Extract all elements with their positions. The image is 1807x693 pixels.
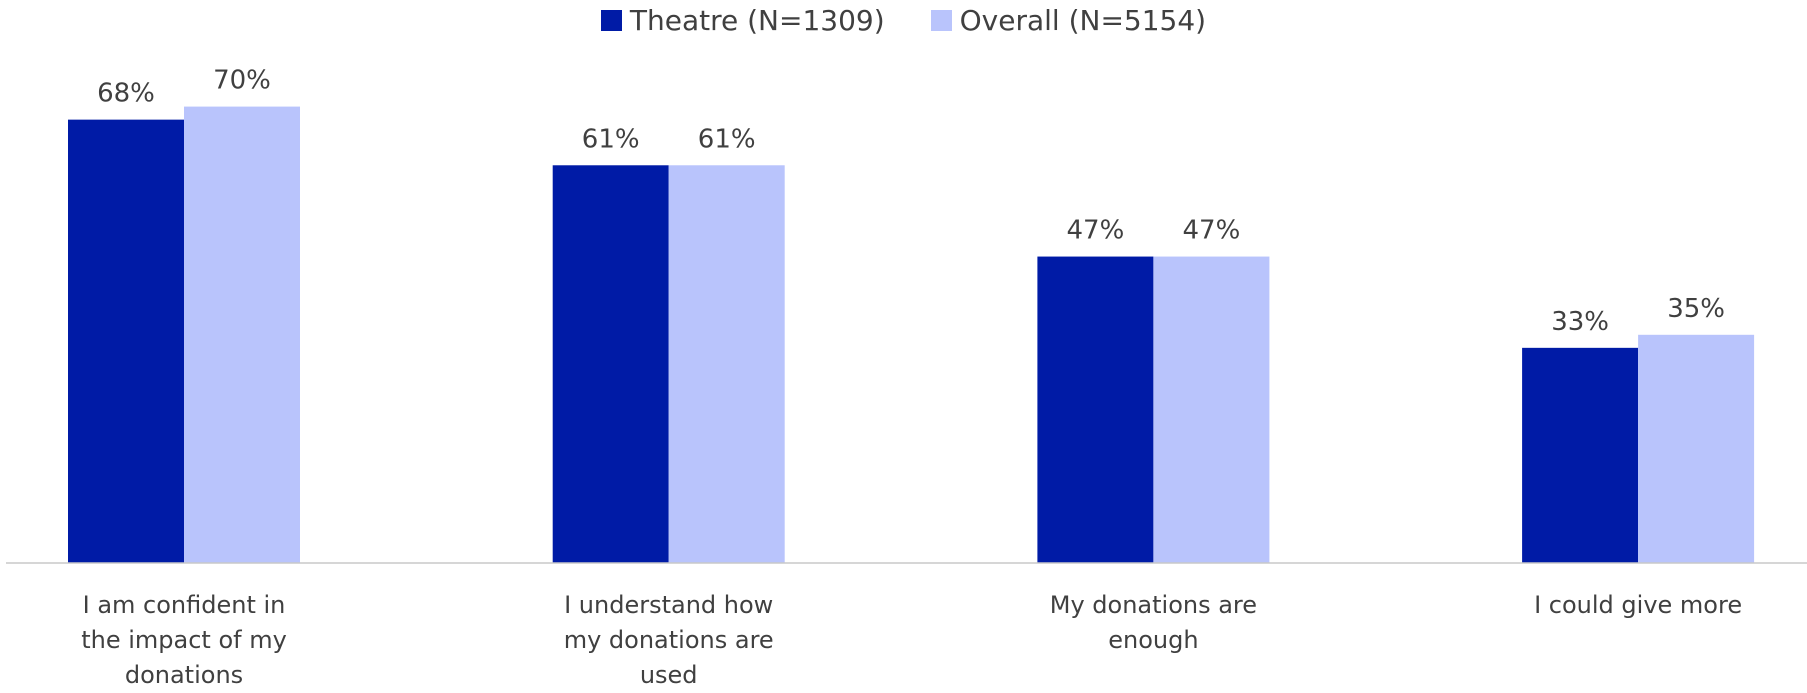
- legend-swatch: [930, 10, 952, 31]
- value-label: 33%: [1551, 307, 1609, 337]
- value-label: 70%: [213, 66, 271, 96]
- bar: [1522, 347, 1639, 563]
- value-label: 47%: [1067, 216, 1125, 246]
- value-label: 61%: [582, 124, 640, 154]
- legend-swatch: [600, 10, 622, 31]
- legend-item: Overall (N=5154): [930, 4, 1207, 37]
- value-label: 47%: [1183, 216, 1241, 246]
- bar: [184, 106, 300, 563]
- legend-label: Theatre (N=1309): [629, 4, 885, 37]
- bar: [1153, 256, 1270, 563]
- value-label: 61%: [698, 124, 756, 154]
- x-tick-label: I am confident in the impact of my donat…: [81, 591, 287, 689]
- value-label: 68%: [97, 79, 155, 109]
- legend-label: Overall (N=5154): [959, 4, 1207, 37]
- bar: [552, 165, 669, 563]
- bar: [68, 119, 184, 563]
- bar: [668, 165, 785, 563]
- bar: [1638, 334, 1755, 563]
- legend: Theatre (N=1309) Overall (N=5154): [0, 4, 1807, 37]
- legend-item: Theatre (N=1309): [600, 4, 885, 37]
- value-label: 35%: [1667, 294, 1725, 324]
- x-tick-label: I could give more: [1534, 591, 1743, 619]
- x-tick-label: My donations are enough: [1049, 591, 1258, 654]
- bar: [1037, 256, 1154, 563]
- x-tick-label: I understand how my donations are used: [563, 591, 774, 689]
